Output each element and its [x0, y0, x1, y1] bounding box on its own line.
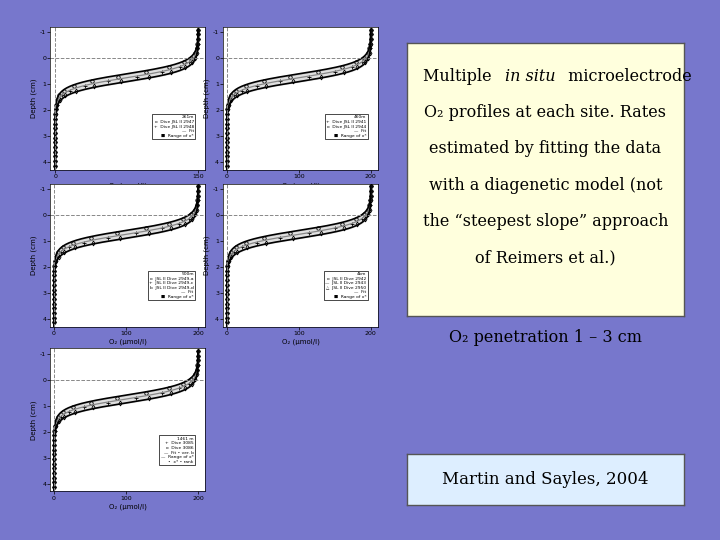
- Y-axis label: Depth (cm): Depth (cm): [31, 400, 37, 440]
- Text: O₂ penetration 1 – 3 cm: O₂ penetration 1 – 3 cm: [449, 329, 642, 346]
- Text: of Reimers et al.): of Reimers et al.): [475, 249, 616, 266]
- Text: O₂ profiles at each site. Rates: O₂ profiles at each site. Rates: [424, 104, 667, 121]
- Text: microelectrode: microelectrode: [564, 68, 692, 85]
- Text: 4km
o  JSL II Dive 2942
—  JSL II Dive 2943
△  JSL II Dive 2950
—  Fit
■  Range : 4km o JSL II Dive 2942 — JSL II Dive 294…: [325, 272, 366, 299]
- Text: 500m
o  JSL II Dive 2949-a
+  JSL II Dive 2949-c
b  JSL II Dive 2949-d
—  Fit
■ : 500m o JSL II Dive 2949-a + JSL II Dive …: [150, 272, 194, 299]
- Text: Multiple: Multiple: [423, 68, 498, 85]
- Y-axis label: Depth (cm): Depth (cm): [31, 79, 37, 118]
- Text: in situ: in situ: [505, 68, 556, 85]
- Text: estimated by fitting the data: estimated by fitting the data: [429, 140, 662, 157]
- Y-axis label: Depth (cm): Depth (cm): [31, 235, 37, 275]
- X-axis label: O₂ (μmol/l): O₂ (μmol/l): [282, 339, 320, 345]
- Text: 261m
o  Dive JSL II 2947
+  Dive JSL II 2948
—  Fit
■  Range of x*: 261m o Dive JSL II 2947 + Dive JSL II 29…: [153, 116, 194, 138]
- Text: 460m
+  Dive JSL II 2941
o  Dive JSL II 2944
—  Fit
■  Range of x*: 460m + Dive JSL II 2941 o Dive JSL II 29…: [326, 116, 366, 138]
- Text: the “steepest slope” approach: the “steepest slope” approach: [423, 213, 668, 230]
- X-axis label: O₂ (μmol/l): O₂ (μmol/l): [282, 182, 320, 188]
- X-axis label: O₂ (μmol/l): O₂ (μmol/l): [109, 182, 147, 188]
- Y-axis label: Depth (cm): Depth (cm): [204, 235, 210, 275]
- X-axis label: O₂ (μmol/l): O₂ (μmol/l): [109, 339, 147, 345]
- Y-axis label: Depth (cm): Depth (cm): [204, 79, 210, 118]
- Text: with a diagenetic model (not: with a diagenetic model (not: [428, 177, 662, 193]
- Text: 1461 m
+  Dive 3085
o  Dive 3086
—  Fit • ver. b
—  Range of x*
•  x* • rank: 1461 m + Dive 3085 o Dive 3086 — Fit • v…: [161, 437, 194, 464]
- X-axis label: O₂ (μmol/l): O₂ (μmol/l): [109, 503, 147, 510]
- Text: Martin and Sayles, 2004: Martin and Sayles, 2004: [442, 471, 649, 488]
